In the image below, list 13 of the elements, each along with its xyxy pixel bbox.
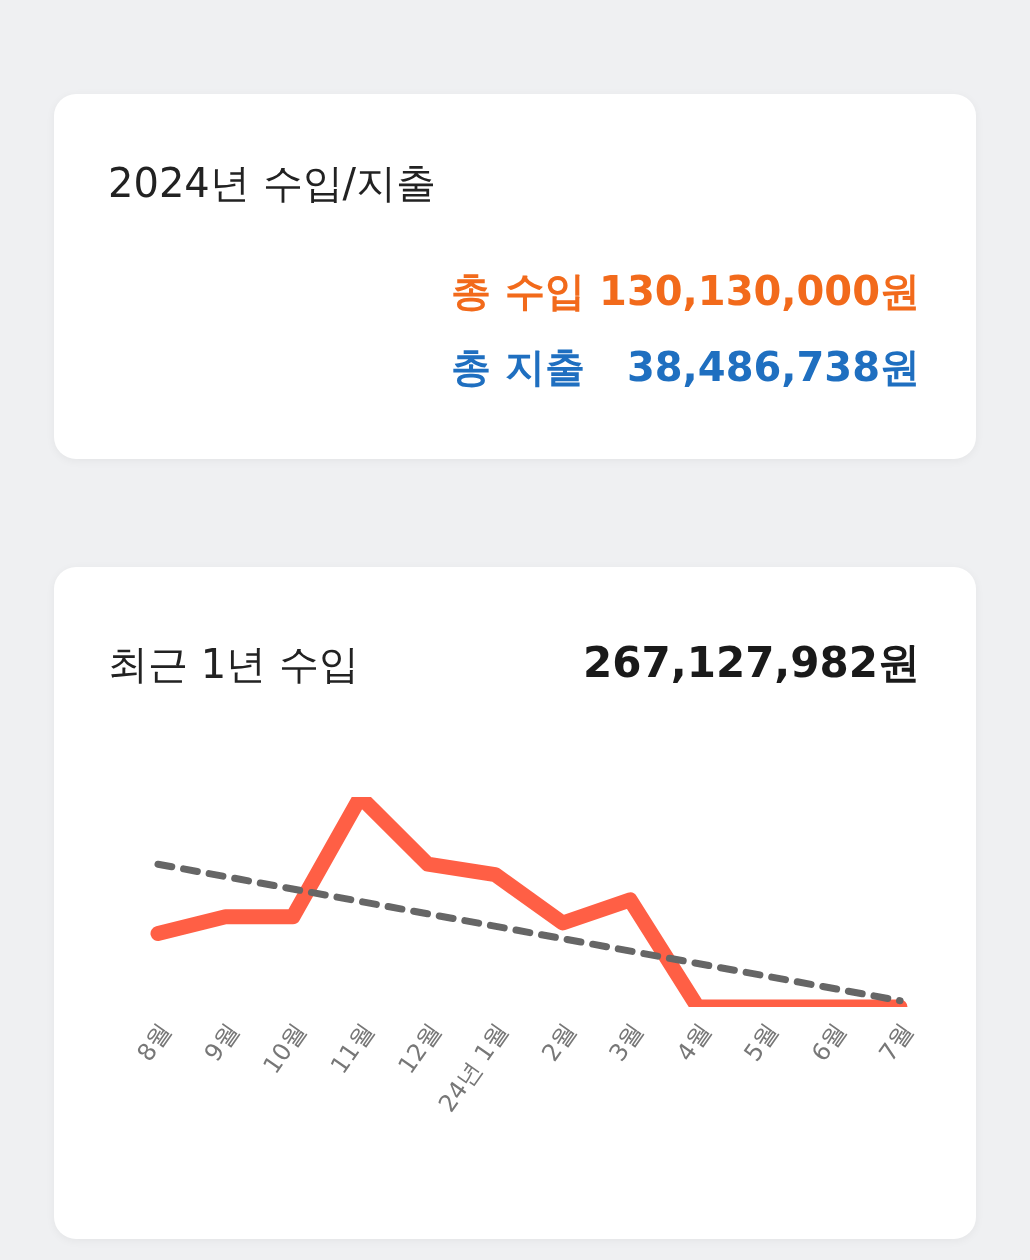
x-tick-label: 6월 [805,1018,852,1067]
x-tick-label: 2월 [536,1018,582,1067]
chart-title: 최근 1년 수입 [108,640,359,689]
x-tick-label: 5월 [738,1018,784,1067]
text: 총 수입 130,130,000원 [451,267,920,316]
x-tick-label: 3월 [603,1018,650,1067]
text: 2024년 수입/지출 [108,159,436,208]
text: 총 지출 38,486,738원 [451,343,920,392]
x-tick-label: 8월 [131,1018,177,1067]
x-tick-label: 4월 [671,1018,717,1067]
x-tick-label: 7월 [873,1018,919,1067]
text: 267,127,982원 [583,637,920,689]
x-tick-label: 9월 [198,1018,245,1067]
